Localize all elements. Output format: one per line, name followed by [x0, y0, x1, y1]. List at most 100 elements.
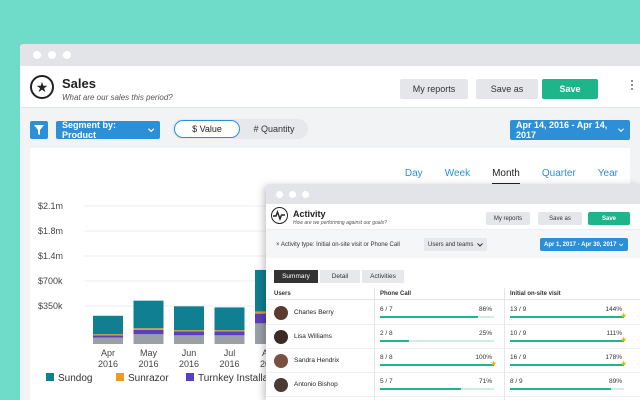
legend-label: Sundog: [58, 373, 92, 384]
bar-segment: [93, 337, 123, 344]
save-button[interactable]: Save: [542, 79, 598, 99]
tab-day[interactable]: Day: [404, 168, 423, 179]
window-dot: [302, 190, 309, 198]
legend-label: Turnkey Installation Service: [198, 373, 321, 384]
column-header-users: Users: [274, 291, 291, 297]
activity-filters: × Activity type: Initial on-site visit o…: [266, 230, 640, 258]
phone-count: 6 / 7: [380, 306, 393, 313]
y-tick-label: $350k: [38, 301, 63, 311]
y-tick-label: $2.1m: [38, 201, 63, 211]
x-tick-label: Jul: [224, 348, 236, 358]
visit-progress-fill: [510, 340, 624, 342]
value-quantity-toggle[interactable]: $ Value # Quantity: [172, 119, 308, 139]
user-name[interactable]: Charles Berry: [294, 309, 334, 316]
visit-progress-fill: [510, 364, 624, 366]
phone-percent: 86%: [478, 306, 492, 313]
visit-progress-fill: [510, 316, 624, 318]
phone-progress-fill: [380, 316, 479, 318]
users-teams-dropdown[interactable]: Users and teams: [424, 238, 488, 251]
tab-year[interactable]: Year: [597, 168, 618, 179]
table-row[interactable]: Lisa Williams 2 / 8 25% 10 / 9 111% ★: [266, 325, 640, 349]
bar-segment: [214, 307, 245, 331]
tab-week[interactable]: Week: [444, 168, 471, 179]
bar-segment: [93, 335, 123, 338]
bar-segment: [133, 329, 164, 335]
legend-label: Sunrazor: [128, 373, 169, 384]
value-toggle-option[interactable]: $ Value: [174, 120, 240, 138]
phone-progress-track: [380, 388, 494, 390]
date-range-label: Apr 14, 2016 - Apr 14, 2017: [516, 120, 608, 140]
activity-save-button[interactable]: Save: [588, 212, 630, 225]
column-header-onsite-visit: Initial on-site visit: [510, 291, 561, 297]
phone-progress-fill: [380, 388, 461, 390]
phone-progress-track: [380, 340, 494, 342]
star-icon: ★: [30, 75, 54, 99]
x-tick-label: Jun: [182, 348, 197, 358]
column-divider: [504, 288, 505, 400]
x-tick-label: May: [140, 348, 158, 358]
phone-count: 2 / 8: [380, 330, 393, 337]
y-tick-label: $1.8m: [38, 226, 63, 236]
date-range-dropdown[interactable]: Apr 14, 2016 - Apr 14, 2017: [510, 120, 630, 140]
window-dot: [33, 51, 41, 59]
activity-date-range-dropdown[interactable]: Apr 1, 2017 - Apr 30, 2017: [540, 238, 628, 251]
activity-save-as-button[interactable]: Save as: [538, 212, 582, 225]
chevron-down-icon: [477, 242, 484, 247]
phone-progress-track: [380, 364, 494, 366]
quantity-toggle-option[interactable]: # Quantity: [253, 124, 295, 134]
tab-quarter[interactable]: Quarter: [541, 168, 576, 179]
avatar: [274, 354, 288, 368]
save-as-button[interactable]: Save as: [476, 79, 538, 99]
my-reports-button[interactable]: My reports: [400, 79, 468, 99]
visit-progress-track: [510, 316, 624, 318]
goal-star-icon: ★: [620, 359, 628, 368]
activity-my-reports-button[interactable]: My reports: [486, 212, 530, 225]
activity-subtitle: How are we performing against our goals?: [293, 220, 387, 226]
activity-titlebar: [266, 184, 640, 204]
visit-count: 13 / 9: [510, 306, 527, 313]
activity-type-filter-chip[interactable]: × Activity type: Initial on-site visit o…: [276, 241, 400, 248]
x-tick-label: 2016: [219, 359, 239, 369]
visit-count: 10 / 9: [510, 330, 527, 337]
visit-percent: 144%: [605, 306, 622, 313]
bar-segment: [174, 331, 204, 336]
user-name[interactable]: Sandra Hendrix: [294, 357, 340, 364]
window-dot: [63, 51, 71, 59]
bar-segment: [93, 315, 123, 335]
segment-label: Segment by: Product: [62, 120, 117, 140]
phone-progress-fill: [380, 340, 409, 342]
phone-count: 8 / 8: [380, 354, 393, 361]
bar-segment: [93, 334, 123, 336]
phone-percent: 100%: [475, 354, 492, 361]
goal-star-icon: ★: [490, 359, 498, 368]
tab-summary[interactable]: Summary: [274, 270, 318, 283]
user-name[interactable]: Lisa Williams: [294, 333, 332, 340]
visit-percent: 89%: [608, 378, 622, 385]
table-row[interactable]: Charles Berry 6 / 7 86% 13 / 9 144% ★: [266, 301, 640, 325]
tab-detail[interactable]: Detail: [320, 270, 360, 283]
table-row[interactable]: Sandra Hendrix 8 / 8 100% ★ 16 / 9 178% ★: [266, 349, 640, 373]
table-row[interactable]: Antonio Bishop 5 / 7 71% 8 / 9 89%: [266, 373, 640, 397]
user-name[interactable]: Antonio Bishop: [294, 381, 338, 388]
phone-progress-track: [380, 316, 494, 318]
window-dot: [276, 190, 283, 198]
bar-segment: [174, 335, 204, 344]
bar-segment: [133, 300, 164, 329]
activity-header: Activity How are we performing against o…: [266, 204, 640, 230]
x-tick-label: 2016: [138, 359, 158, 369]
segment-dropdown[interactable]: Segment by: Product: [56, 120, 160, 140]
x-tick-label: 2016: [179, 359, 199, 369]
column-divider: [374, 288, 375, 400]
visit-percent: 178%: [605, 354, 622, 361]
bar-segment: [174, 306, 204, 331]
bar-segment: [174, 330, 204, 332]
bar-segment: [133, 334, 164, 344]
activity-pulse-icon: [271, 207, 288, 224]
visit-count: 8 / 9: [510, 378, 523, 385]
filter-icon[interactable]: [30, 121, 48, 139]
bar-segment: [133, 328, 164, 330]
more-icon[interactable]: [630, 80, 634, 90]
y-tick-label: $700k: [38, 276, 63, 286]
bar-segment: [214, 331, 245, 336]
tab-activities[interactable]: Activities: [362, 270, 404, 283]
